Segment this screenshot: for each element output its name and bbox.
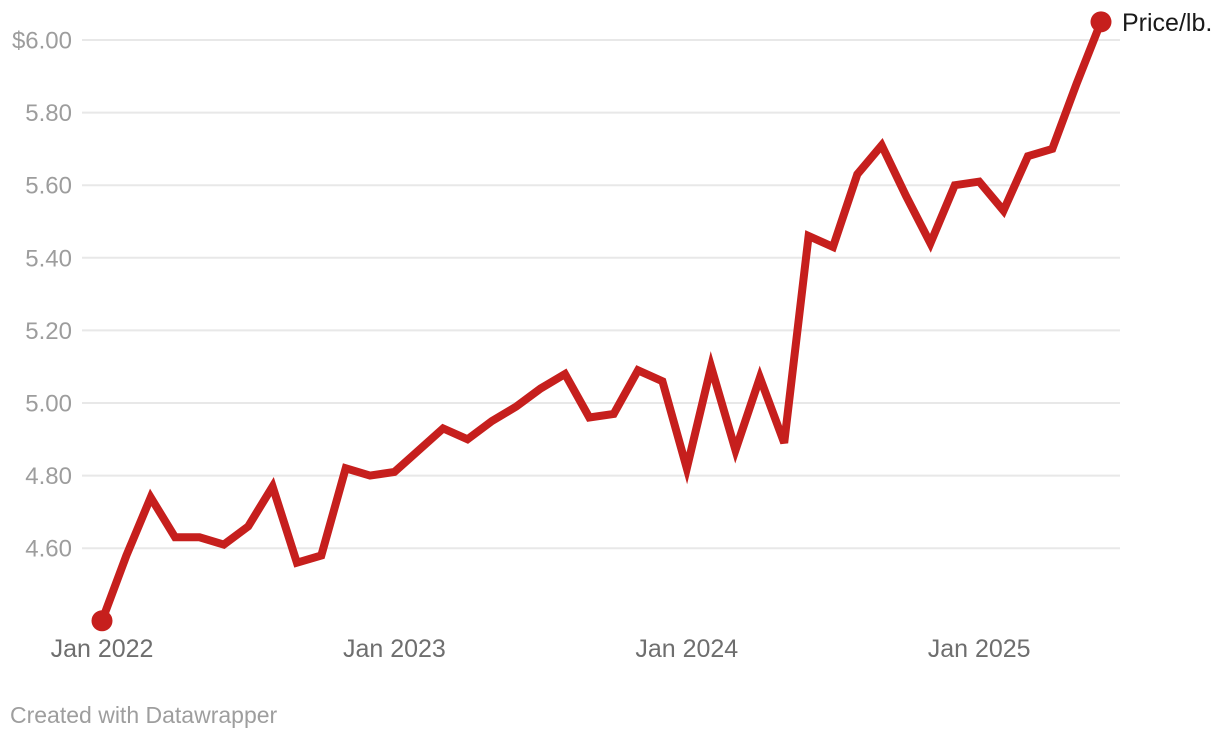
y-axis-tick-label: 5.20 [25, 318, 72, 345]
price-per-lb-line [98, 17, 1105, 625]
x-axis-tick-label: Jan 2023 [343, 635, 446, 663]
y-axis-tick-label: 5.60 [25, 173, 72, 200]
x-axis-tick-label: Jan 2025 [928, 635, 1031, 663]
x-axis-tick-label: Jan 2022 [51, 635, 154, 663]
y-axis-tick-label: 5.40 [25, 245, 72, 272]
line-start-marker [91, 610, 113, 632]
line-chart-canvas: $6.00 5.80 5.60 5.40 5.20 5.00 4.80 4.60 Jan 202… [12, 9, 1212, 664]
y-axis-tick-label: 4.60 [25, 536, 72, 563]
y-axis-tick-label: $6.00 [12, 28, 72, 55]
axis-label-layer: $6.00 5.80 5.60 5.40 5.20 5.00 4.80 4.60 Jan 202… [12, 28, 1031, 664]
line-end-marker [1090, 11, 1112, 33]
x-axis-tick-label: Jan 2024 [635, 635, 738, 663]
y-axis-tick-label: 5.00 [25, 391, 72, 418]
y-axis-tick-label: 4.80 [25, 463, 72, 490]
data-line-layer [91, 11, 1112, 632]
datawrapper-credit-link[interactable]: Created with Datawrapper [10, 702, 278, 728]
y-axis-tick-label: 5.80 [25, 100, 72, 127]
gridline-layer [82, 39, 1120, 550]
series-label: Price/lb. [1122, 9, 1212, 37]
